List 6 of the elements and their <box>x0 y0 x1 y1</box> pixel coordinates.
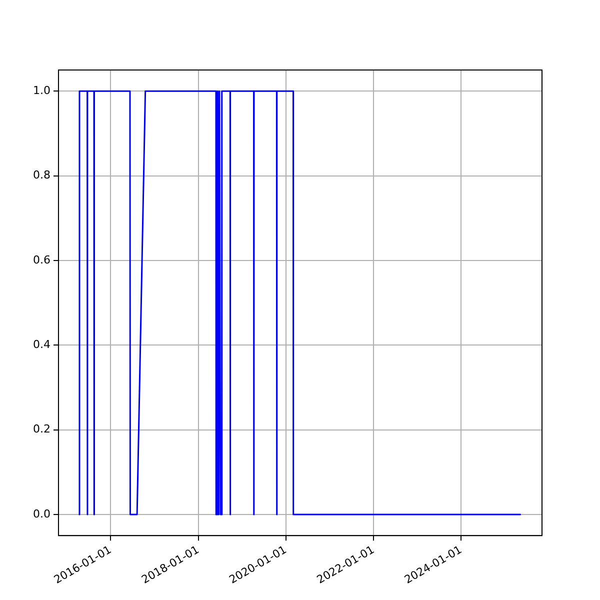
y-tick-label: 0.8 <box>32 168 50 182</box>
y-tick-label: 0.0 <box>32 507 50 520</box>
y-tick-label: 0.4 <box>32 338 50 351</box>
y-tick-label: 1.0 <box>32 84 50 98</box>
y-tick-label: 0.2 <box>32 422 50 436</box>
y-tick-label: 0.6 <box>32 253 50 266</box>
